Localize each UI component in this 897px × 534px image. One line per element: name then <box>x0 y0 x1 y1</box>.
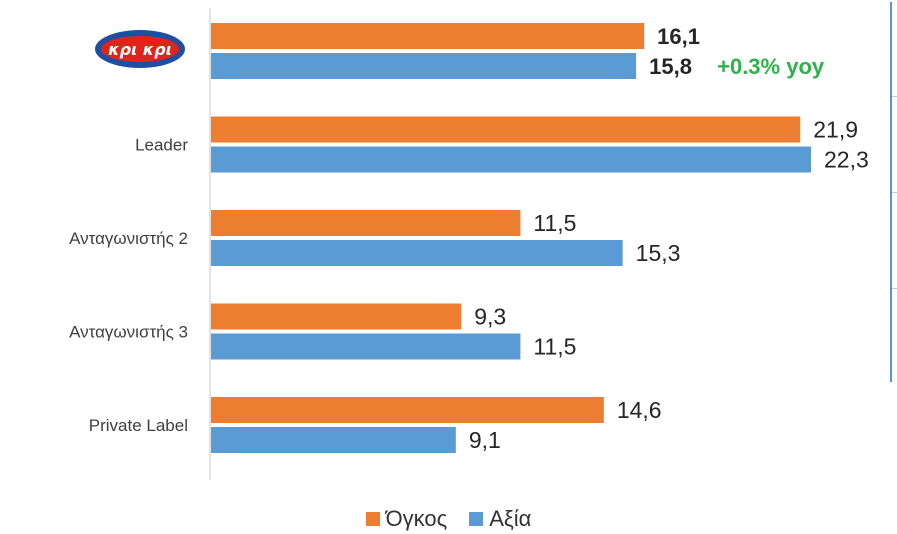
value-label: 22,3 <box>824 147 869 173</box>
legend-label-volume: Όγκος <box>385 506 448 531</box>
bar-volume <box>211 397 604 423</box>
value-label: 11,5 <box>533 334 576 360</box>
value-label: 9,3 <box>474 304 506 330</box>
bar-volume <box>211 303 462 330</box>
value-label: 16,1 <box>657 24 700 49</box>
legend: Όγκος Αξία <box>0 504 897 534</box>
legend-swatch-value <box>469 512 484 526</box>
side-panel-edge <box>890 2 897 382</box>
category-label: Leader <box>135 136 188 155</box>
legend-swatch-volume <box>365 512 380 526</box>
category-labels: Leader Ανταγωνιστής 2 Ανταγωνιστής 3 Privat… <box>69 136 188 436</box>
value-label: 9,1 <box>469 427 501 453</box>
yoy-annotation: +0.3% yoy <box>717 54 825 79</box>
bar-value <box>211 333 521 360</box>
value-label: 15,3 <box>636 240 681 266</box>
category-label: Ανταγωνιστής 2 <box>69 229 188 248</box>
category-label: Private Label <box>89 416 188 435</box>
bar-value <box>211 53 637 79</box>
bar-value <box>211 240 623 266</box>
bars <box>211 23 811 453</box>
logo-text: κρι κρι <box>108 40 172 59</box>
value-label: 14,6 <box>617 397 662 423</box>
value-labels: 16,1 15,8 21,9 22,3 11,5 15,3 9,3 11,5 14,6 9,1 <box>469 24 869 453</box>
value-label: 15,8 <box>649 54 692 79</box>
bar-value <box>211 146 811 173</box>
legend-label-value: Αξία <box>489 506 532 531</box>
category-label: Ανταγωνιστής 3 <box>69 323 188 342</box>
bar-volume <box>211 210 521 236</box>
bar-value <box>211 427 456 453</box>
legend-item-volume: Όγκος <box>365 506 448 532</box>
logo-inner <box>101 36 179 62</box>
bar-volume <box>211 116 801 143</box>
value-label: 21,9 <box>813 117 858 143</box>
kri-kri-logo: κρι κρι <box>95 30 185 68</box>
bar-volume <box>211 23 645 49</box>
legend-item-value: Αξία <box>469 506 531 532</box>
value-label: 11,5 <box>533 210 576 236</box>
